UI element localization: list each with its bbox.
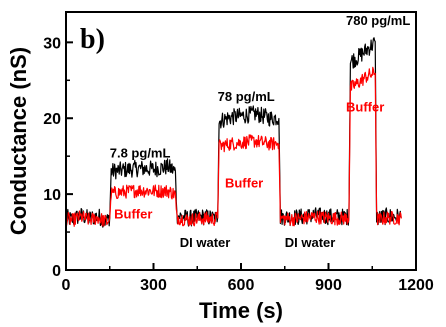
x-tick-label: 1200 (398, 277, 434, 294)
panel-label: b) (80, 24, 105, 55)
series-line-red (65, 66, 402, 227)
y-axis-label: Conductance (nS) (6, 47, 31, 235)
x-tick-label: 0 (62, 277, 71, 294)
x-tick-label: 900 (315, 277, 342, 294)
annotation-label: Buffer (225, 175, 263, 190)
tick-layer: 0 300 600 900 1200 0 10 20 30 (43, 35, 434, 294)
y-tick-label: 0 (52, 263, 61, 280)
annotation-label: 7.8 pg/mL (110, 146, 171, 161)
x-axis-label: Time (s) (199, 298, 283, 323)
series-line-black (65, 37, 402, 228)
y-tick-label: 20 (43, 111, 61, 128)
annotation-label: DI water (285, 235, 336, 250)
x-tick-label: 600 (228, 277, 255, 294)
annotation-label: Buffer (114, 206, 152, 221)
series-layer (65, 37, 402, 228)
annotation-label: 78 pg/mL (218, 89, 275, 104)
annotation-label: DI water (180, 235, 231, 250)
x-tick-label: 300 (140, 277, 167, 294)
y-tick-label: 10 (43, 187, 61, 204)
annotation-label: Buffer (346, 99, 384, 114)
annotation-label: 780 pg/mL (346, 13, 410, 28)
annotation-layer: 7.8 pg/mL 78 pg/mL 780 pg/mL Buffer Buffer Bu… (110, 13, 411, 250)
plot-frame (65, 11, 417, 271)
y-tick-label: 30 (43, 35, 61, 52)
